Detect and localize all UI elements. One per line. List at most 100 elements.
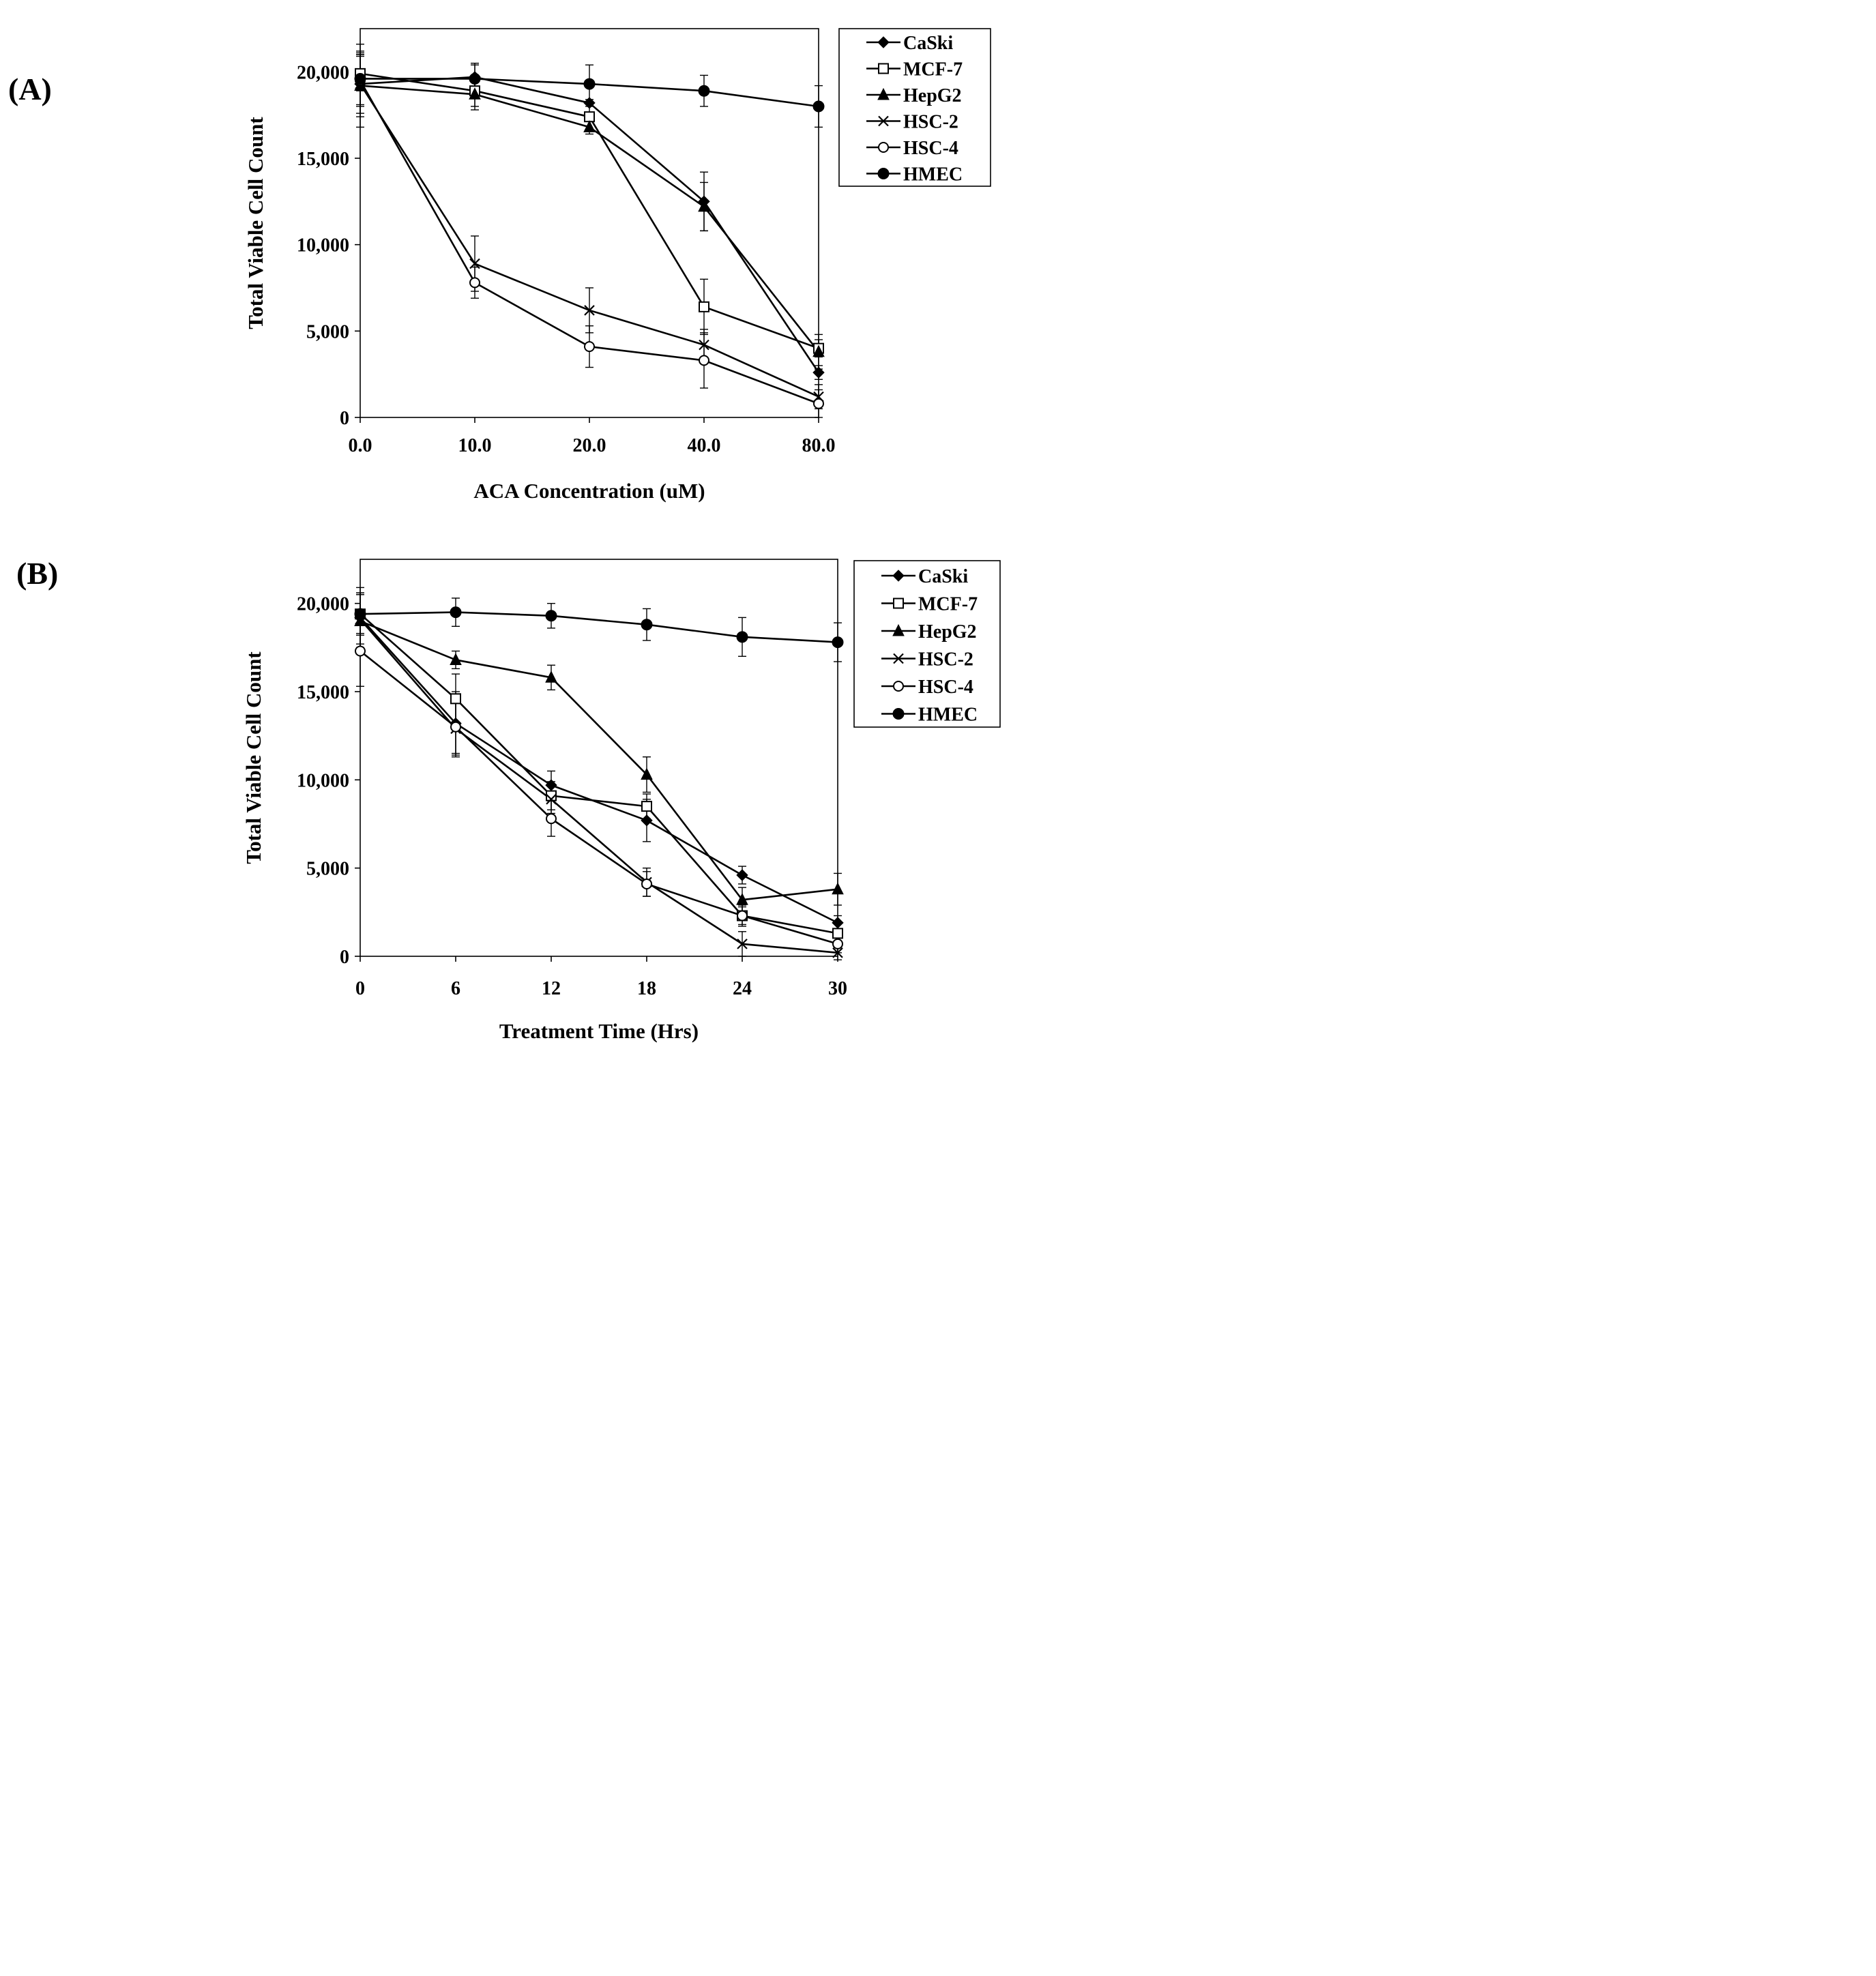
chart-a-legend-item-caski: CaSki bbox=[866, 33, 953, 54]
chart-b-xtick-label: 0 bbox=[355, 978, 365, 999]
chart-a-series-hepg2-point bbox=[583, 120, 596, 132]
chart-a-series-hmec-point bbox=[698, 85, 710, 97]
chart-b-series-hmec-point bbox=[736, 631, 748, 643]
chart-b-series-caski-point bbox=[736, 869, 748, 881]
chart-b-legend-label: MCF-7 bbox=[918, 594, 978, 615]
chart-b-series-hmec-point bbox=[354, 608, 366, 620]
chart-b-series-hsc-2-point bbox=[546, 794, 557, 805]
chart-a-legend-label: MCF-7 bbox=[903, 59, 963, 80]
chart-a-legend-label: HepG2 bbox=[903, 85, 962, 106]
chart-a-ytick-label: 15,000 bbox=[297, 149, 349, 170]
chart-b-series-mcf-7-point bbox=[641, 801, 652, 812]
chart-a-xtick-label: 0.0 bbox=[349, 435, 372, 456]
chart-a-legend-item-hmec: HMEC bbox=[866, 164, 963, 186]
chart-b: 0 5,000 10,000 15,000 20,000 0 6 12 18 24 30 Treatm… bbox=[241, 559, 1001, 1043]
panel-label-b: (B) bbox=[16, 556, 59, 591]
chart-b-legend-marker bbox=[893, 598, 904, 609]
chart-a-legend: CaSki MCF-7 HepG2 HSC-2 HSC-4 HMEC bbox=[838, 28, 991, 187]
chart-b-series-hsc-2-point bbox=[737, 939, 748, 949]
chart-b-ytick-label: 10,000 bbox=[297, 770, 349, 791]
chart-b-series-mcf-7-line bbox=[360, 613, 838, 934]
chart-a-series-hmec-point bbox=[812, 100, 825, 113]
chart-b-series-caski-point bbox=[832, 917, 844, 929]
chart-b-series-hepg2-point bbox=[545, 670, 557, 683]
chart-a-ytick-label: 20,000 bbox=[297, 62, 349, 83]
chart-b-legend-item-hsc-4: HSC-4 bbox=[881, 677, 973, 698]
chart-a-legend-marker bbox=[877, 36, 890, 48]
chart-b-legend-item-hsc-2: HSC-2 bbox=[881, 649, 973, 670]
chart-b-legend-marker bbox=[893, 653, 904, 664]
chart-b-series-hepg2-point bbox=[354, 614, 366, 627]
chart-a-ytick-label: 10,000 bbox=[297, 235, 349, 256]
chart-b-x-axis-title: Treatment Time (Hrs) bbox=[499, 1019, 699, 1043]
chart-a-legend-item-hepg2: HepG2 bbox=[866, 85, 962, 106]
chart-a-series-hsc-2-point bbox=[469, 258, 480, 269]
chart-b-series-hepg2-line bbox=[360, 620, 838, 901]
chart-b-series-hsc-2-point bbox=[832, 947, 843, 958]
chart-b-series-mcf-7-point bbox=[832, 928, 843, 939]
chart-b-legend-label: CaSki bbox=[918, 566, 968, 587]
chart-a-legend-label: CaSki bbox=[903, 33, 953, 54]
chart-b-y-axis-title: Total Viable Cell Count bbox=[241, 651, 265, 864]
chart-b-legend-label: HMEC bbox=[918, 705, 978, 726]
chart-a-legend-marker bbox=[877, 168, 890, 179]
chart-b-series-hsc-4-point bbox=[450, 721, 461, 733]
chart-a-legend-label: HSC-4 bbox=[903, 138, 958, 159]
chart-b-series-hsc-4-point bbox=[737, 910, 748, 921]
chart-a-x-axis-title: ACA Concentration (uM) bbox=[473, 479, 705, 503]
chart-b-legend-marker bbox=[892, 623, 905, 636]
chart-a: 0 5,000 10,000 15,000 20,000 0.0 10.0 20.0 40.0 8… bbox=[244, 28, 991, 503]
chart-b-legend: CaSki MCF-7 HepG2 HSC-2 HSC-4 HMEC bbox=[853, 560, 1001, 728]
chart-b-series-hmec-point bbox=[832, 636, 844, 649]
chart-b-legend-label: HepG2 bbox=[918, 621, 977, 643]
chart-a-legend-item-hsc-4: HSC-4 bbox=[866, 138, 958, 159]
chart-a-ytick-label: 5,000 bbox=[306, 321, 349, 342]
chart-a-legend-marker bbox=[878, 63, 889, 74]
chart-b-series-hmec-line bbox=[360, 611, 838, 643]
chart-a-xtick-label: 20.0 bbox=[573, 435, 606, 456]
chart-a-series-hsc-4-point bbox=[813, 398, 824, 409]
chart-b-legend-item-mcf-7: MCF-7 bbox=[881, 594, 978, 615]
chart-b-ytick-label: 5,000 bbox=[306, 859, 349, 880]
chart-a-series-hepg2-point bbox=[698, 199, 710, 212]
chart-b-ytick-label: 20,000 bbox=[297, 594, 349, 615]
chart-b-series-hsc-4-line bbox=[360, 650, 838, 945]
chart-a-series-hsc-4-point bbox=[699, 355, 709, 366]
chart-b-plot-frame bbox=[360, 559, 838, 957]
chart-a-series-hepg2-point bbox=[812, 344, 825, 357]
chart-b-legend-label: HSC-4 bbox=[918, 677, 973, 698]
chart-b-series-hsc-4-point bbox=[832, 938, 843, 949]
chart-b-ytick-label: 15,000 bbox=[297, 682, 349, 703]
chart-b-legend-marker bbox=[893, 681, 904, 692]
chart-a-series-hmec-point bbox=[354, 72, 366, 85]
chart-b-xtick-label: 30 bbox=[828, 978, 847, 999]
chart-a-ytick-label: 0 bbox=[340, 408, 349, 429]
chart-b-xtick-label: 18 bbox=[637, 978, 656, 999]
chart-a-legend-box bbox=[838, 28, 991, 187]
chart-a-series-mcf-7-point bbox=[699, 301, 709, 312]
chart-b-series-hmec-point bbox=[450, 606, 462, 619]
chart-b-series-hmec-point bbox=[545, 610, 557, 622]
chart-b-series-mcf-7-point bbox=[450, 693, 461, 705]
chart-a-series-hsc-2-point bbox=[584, 305, 595, 316]
chart-a-xtick-label: 10.0 bbox=[458, 435, 492, 456]
chart-a-y-axis-title: Total Viable Cell Count bbox=[244, 117, 267, 329]
chart-b-series-hmec-point bbox=[641, 619, 653, 631]
chart-b-xtick-label: 6 bbox=[451, 978, 460, 999]
chart-b-legend-item-hmec: HMEC bbox=[881, 705, 978, 726]
chart-a-legend-marker bbox=[878, 142, 889, 153]
chart-b-series-hepg2-point bbox=[641, 767, 653, 780]
chart-b-series-hepg2-point bbox=[450, 653, 462, 665]
chart-a-legend-marker bbox=[877, 87, 890, 100]
chart-a-series-hepg2-point bbox=[469, 87, 481, 100]
chart-a-series-hmec-point bbox=[469, 72, 481, 85]
chart-b-ytick-label: 0 bbox=[340, 947, 349, 968]
chart-b-legend-item-caski: CaSki bbox=[881, 566, 968, 587]
chart-b-series-mcf-7-point bbox=[546, 790, 557, 801]
chart-b-series-caski-line bbox=[360, 617, 838, 924]
chart-b-series-hepg2-point bbox=[832, 882, 844, 895]
chart-a-xtick-label: 80.0 bbox=[802, 435, 836, 456]
chart-b-series-caski-point bbox=[641, 814, 653, 827]
chart-a-legend-label: HMEC bbox=[903, 164, 963, 186]
chart-b-series-hsc-2-line bbox=[360, 619, 838, 954]
